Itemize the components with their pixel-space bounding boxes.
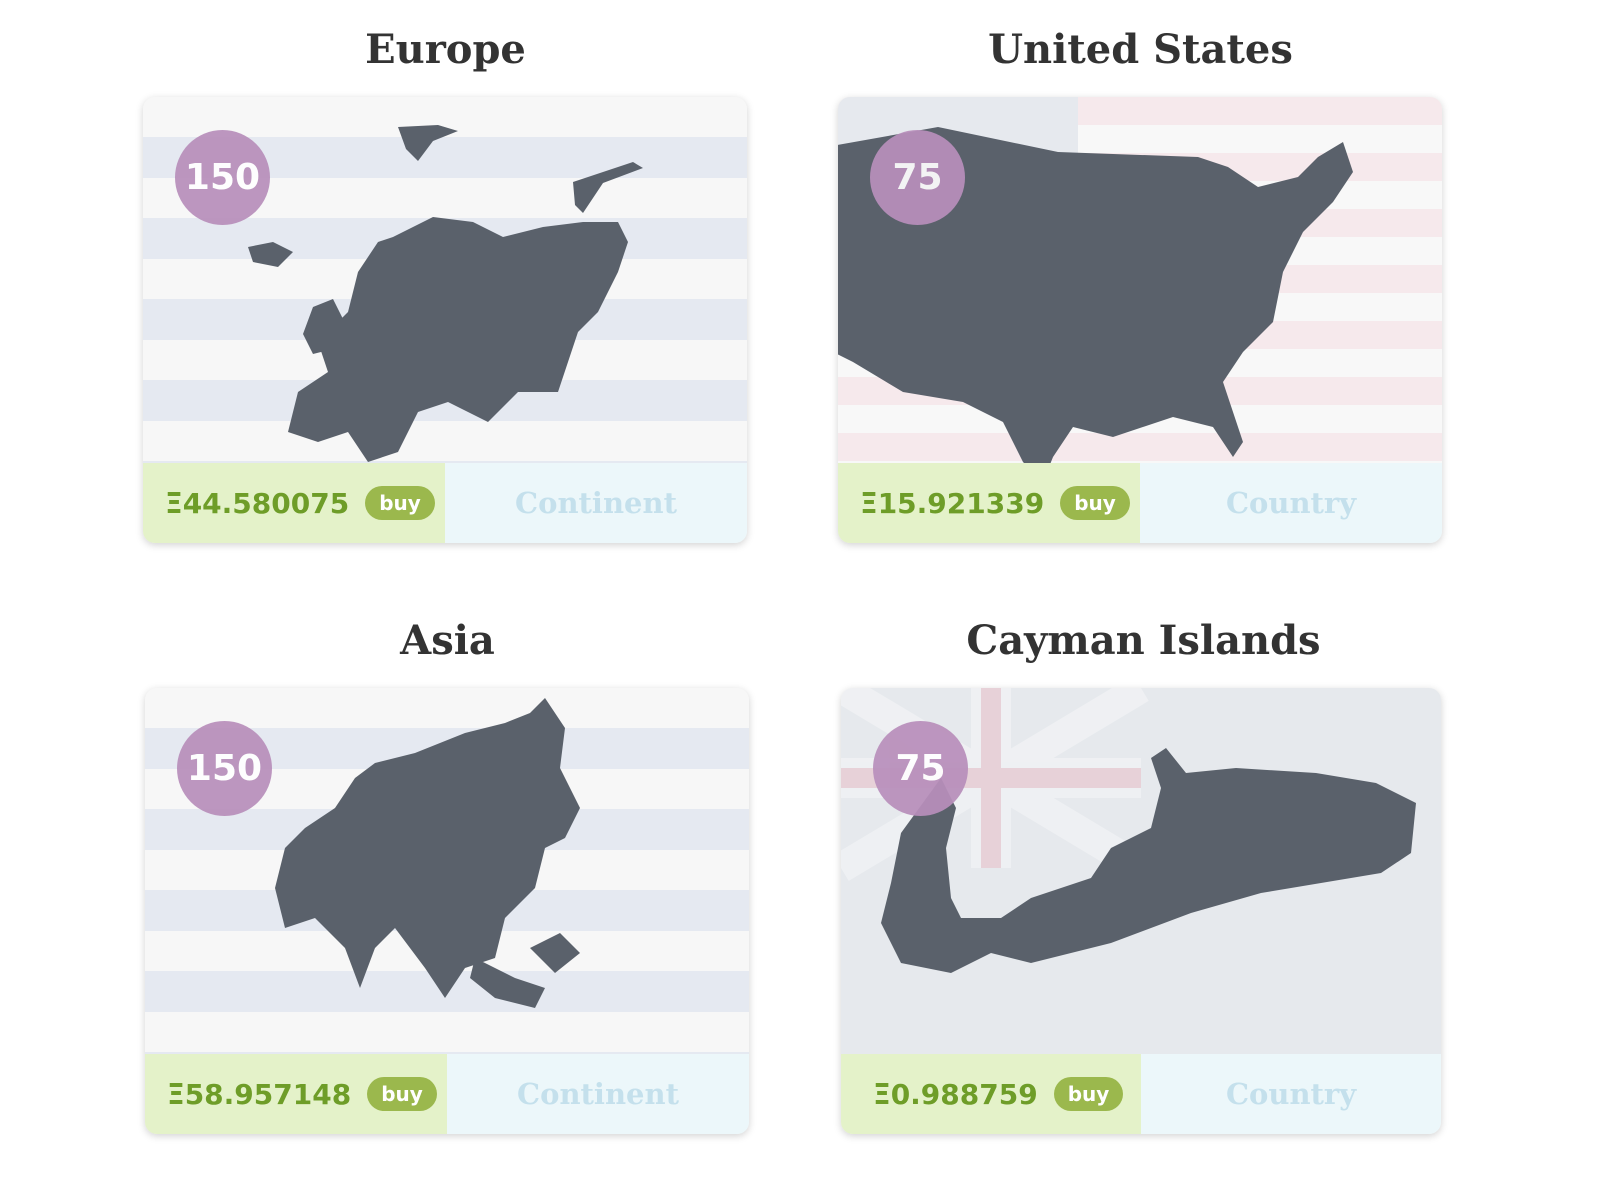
card-title-united-states: United States — [988, 26, 1293, 73]
buy-button[interactable]: buy — [1060, 486, 1130, 520]
buy-button[interactable]: buy — [365, 486, 435, 520]
card-cayman-islands[interactable]: 75 Ξ0.988759 buy Country — [841, 688, 1441, 1134]
map-area: 75 — [841, 688, 1441, 1054]
card-united-states[interactable]: 75 Ξ15.921339 buy Country — [838, 97, 1442, 543]
card-title-cayman-islands: Cayman Islands — [966, 617, 1321, 664]
card-europe[interactable]: 150 Ξ44.580075 buy Continent — [143, 97, 747, 543]
map-area: 150 — [145, 688, 749, 1054]
map-area: 75 — [838, 97, 1442, 463]
card-footer: Ξ0.988759 buy Country — [841, 1054, 1441, 1134]
badge: 75 — [870, 130, 965, 225]
united-states-map-icon — [838, 127, 1353, 463]
type-label: Country — [1141, 1054, 1441, 1134]
europe-map-icon — [248, 125, 643, 462]
badge: 75 — [873, 721, 968, 816]
badge: 150 — [177, 721, 272, 816]
card-footer: Ξ15.921339 buy Country — [838, 463, 1442, 543]
type-label: Continent — [445, 463, 747, 543]
cayman-islands-map-icon — [881, 748, 1416, 973]
price: Ξ58.957148 — [167, 1077, 352, 1111]
card-footer: Ξ58.957148 buy Continent — [145, 1054, 749, 1134]
card-title-europe: Europe — [365, 26, 526, 73]
card-title-asia: Asia — [400, 617, 495, 664]
buy-button[interactable]: buy — [1053, 1077, 1124, 1111]
price: Ξ15.921339 — [860, 486, 1045, 520]
badge: 150 — [175, 130, 270, 225]
type-label: Continent — [447, 1054, 749, 1134]
card-footer: Ξ44.580075 buy Continent — [143, 463, 747, 543]
buy-button[interactable]: buy — [367, 1077, 437, 1111]
map-area: 150 — [143, 97, 747, 463]
price: Ξ44.580075 — [165, 486, 350, 520]
asia-map-icon — [275, 698, 580, 1008]
card-asia[interactable]: 150 Ξ58.957148 buy Continent — [145, 688, 749, 1134]
price: Ξ0.988759 — [873, 1077, 1038, 1111]
type-label: Country — [1140, 463, 1442, 543]
